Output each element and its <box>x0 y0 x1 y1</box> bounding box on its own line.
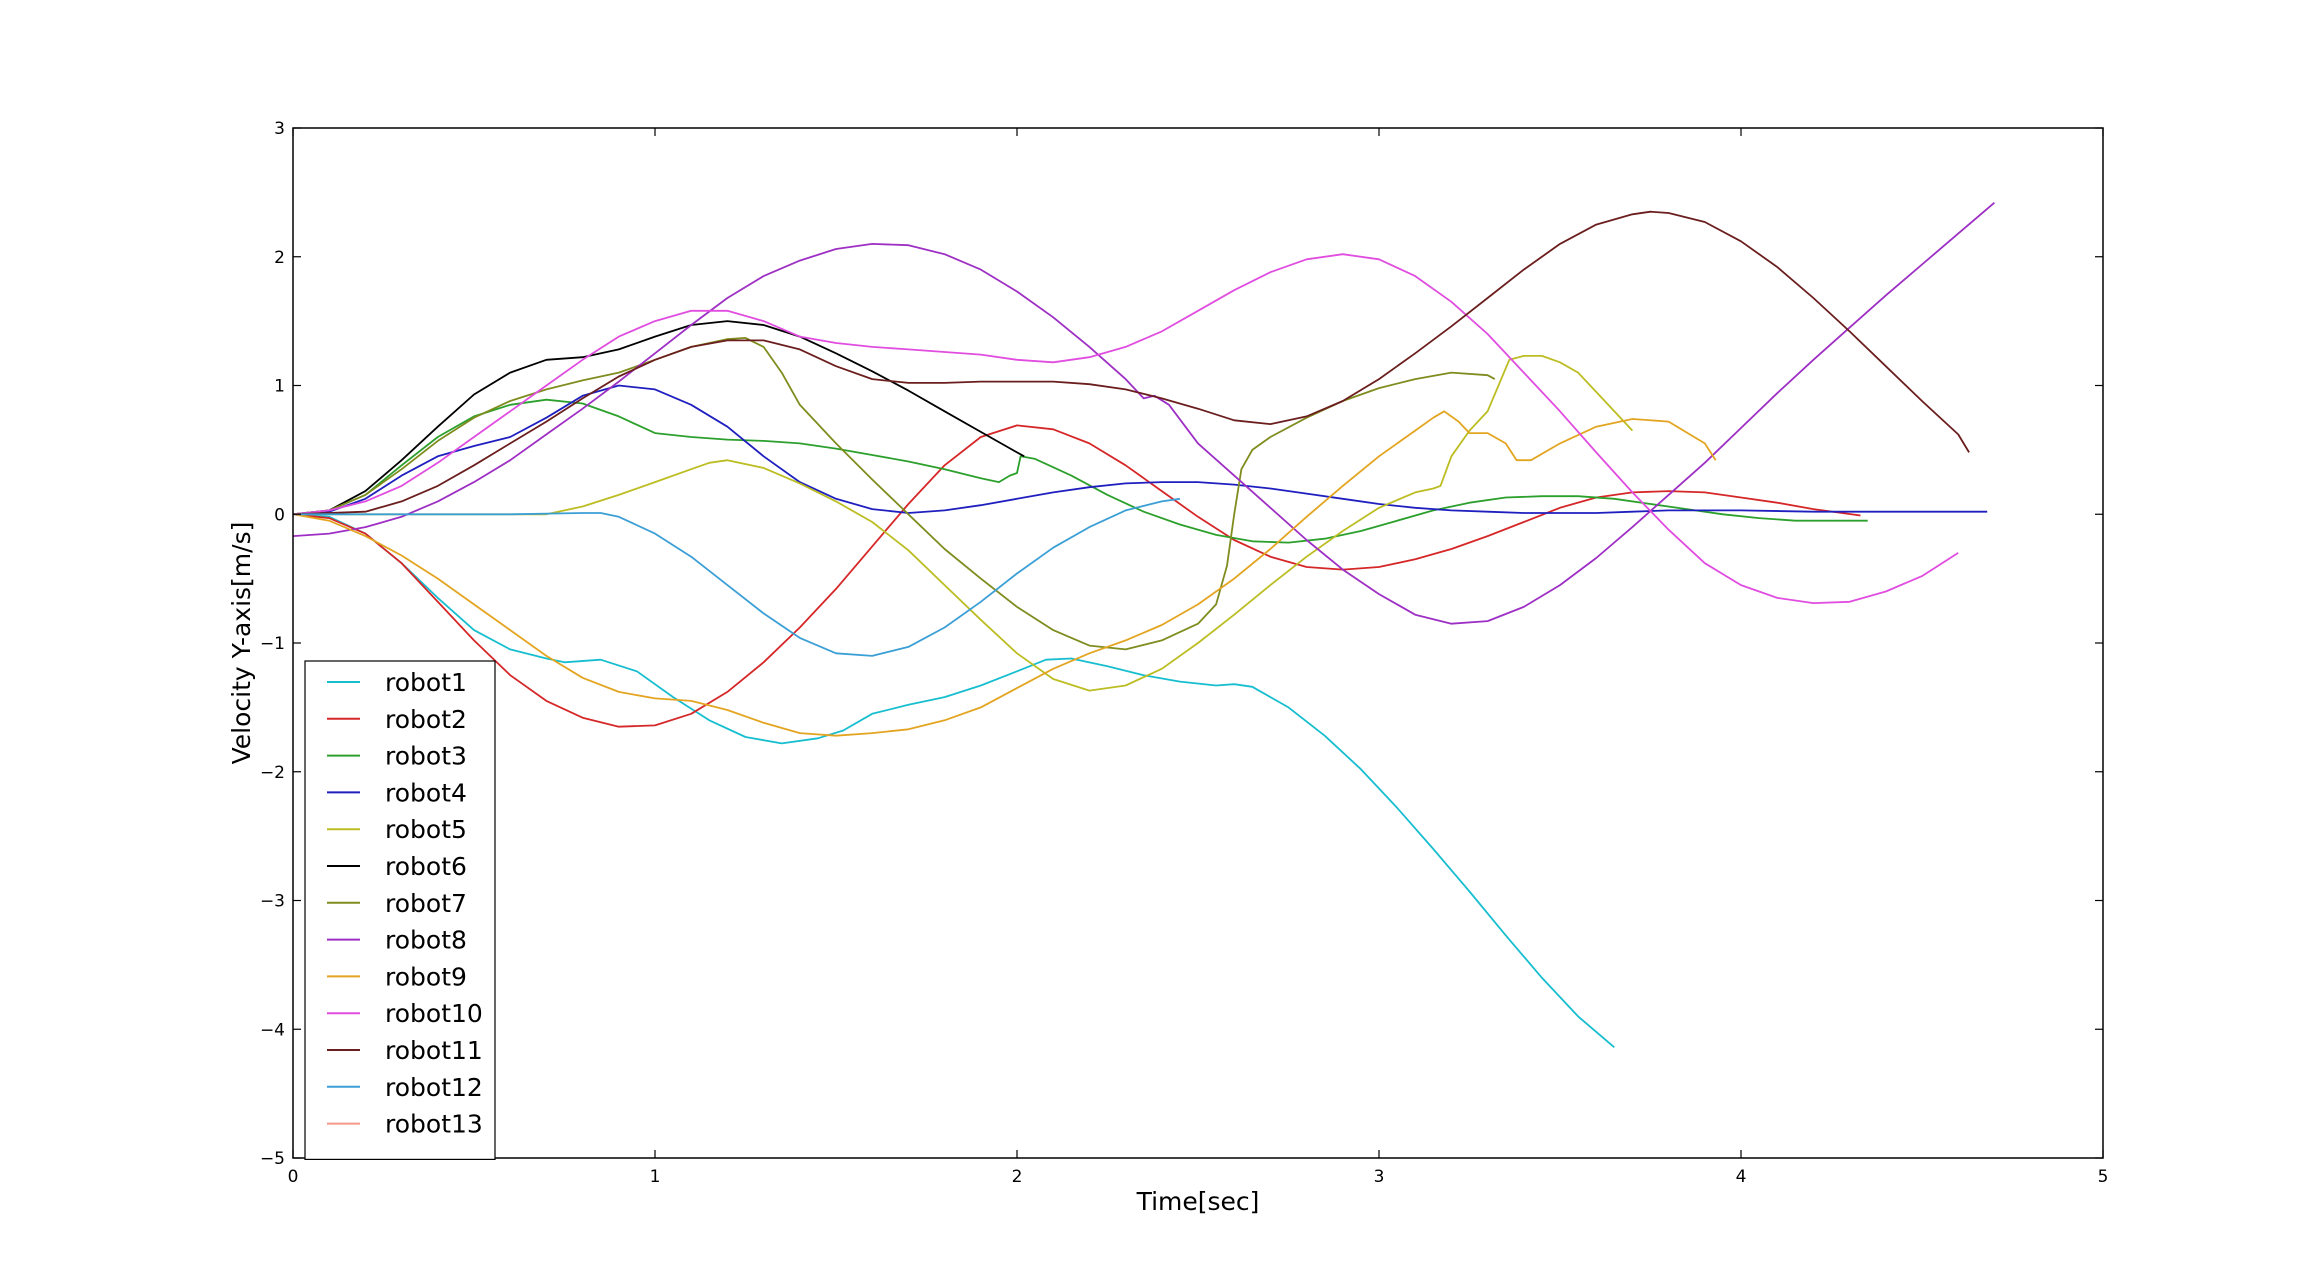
legend-entry: robot3 <box>385 742 467 771</box>
legend-entry: robot12 <box>385 1073 483 1102</box>
series-line-robot3 <box>292 398 1868 544</box>
x-tick-label: 0 <box>288 1167 299 1187</box>
y-axis-label: Velocity Y-axis[m/s] <box>227 522 256 765</box>
legend-entry: robot7 <box>385 889 467 918</box>
legend-entry: robot5 <box>385 815 467 844</box>
legend-entry: robot2 <box>385 705 467 734</box>
y-tick-label: −3 <box>260 892 285 912</box>
y-tick-label: 3 <box>274 119 285 139</box>
legend-entry: robot6 <box>385 852 467 881</box>
series-line-robot8 <box>292 202 1995 625</box>
legend-box <box>304 660 496 1160</box>
x-axis-label: Time[sec] <box>1136 1187 1260 1216</box>
legend: robot1 robot2 robot3 robot4 robot5 robot6 robo… <box>304 660 496 1160</box>
x-tick-label: 3 <box>1374 1167 1385 1187</box>
legend-entry: robot1 <box>385 668 467 697</box>
series-line-robot5 <box>293 355 1634 692</box>
legend-entry: robot10 <box>385 999 483 1028</box>
ticks-layer: 0 1 2 3 4 5 −5 −4 −3 −2 −1 0 1 2 3 <box>260 119 2108 1187</box>
x-tick-label: 2 <box>1012 1167 1023 1187</box>
y-tick-label: −5 <box>260 1149 285 1169</box>
series-line-robot11 <box>292 210 1970 516</box>
y-tick-label: −1 <box>260 634 285 654</box>
series-line-robot9 <box>292 410 1717 737</box>
legend-entry: robot11 <box>385 1036 483 1065</box>
series-layer <box>292 202 1995 1048</box>
legend-entry: robot8 <box>385 926 467 955</box>
series-line-robot12 <box>293 497 1181 657</box>
series-line-robot10 <box>292 253 1959 604</box>
series-line-robot6 <box>292 320 1025 516</box>
y-tick-label: 1 <box>274 377 285 397</box>
legend-entry: robot9 <box>385 962 467 991</box>
series-line-robot4 <box>292 384 1988 516</box>
series-line-robot2 <box>292 424 1861 728</box>
x-tick-label: 4 <box>1736 1167 1747 1187</box>
series-line-robot1 <box>292 513 1615 1048</box>
y-tick-label: −2 <box>260 763 285 783</box>
legend-entry: robot4 <box>385 778 467 807</box>
x-tick-label: 5 <box>2098 1167 2109 1187</box>
legend-entry: robot13 <box>385 1110 483 1139</box>
y-tick-label: 0 <box>274 505 285 525</box>
series-line-robot7 <box>292 337 1496 651</box>
y-tick-label: −4 <box>260 1020 285 1040</box>
y-tick-label: 2 <box>274 248 285 268</box>
x-tick-label: 1 <box>650 1167 661 1187</box>
